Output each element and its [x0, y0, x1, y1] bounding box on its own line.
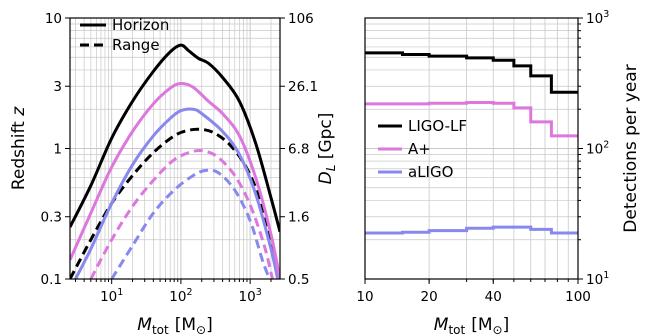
- y2-tick-label: 106: [288, 11, 314, 27]
- series-a+-range: [89, 148, 274, 279]
- y-tick-label: 3: [53, 79, 62, 95]
- tick-exponent: 3: [256, 287, 262, 298]
- x-tick-label: 10: [356, 289, 373, 305]
- y2label-sub: L: [324, 165, 338, 172]
- y2-tick-label: 26.1: [288, 79, 318, 95]
- right-legend: LIGO-LF A+ aLIGO: [378, 117, 467, 181]
- xlabel-close: ]: [503, 315, 510, 335]
- left-y2label: DL [Gpc]: [316, 113, 338, 185]
- x-tick-label: 40: [485, 289, 502, 305]
- y-tick-label: 0.3: [41, 210, 62, 226]
- right-xlabel: Mtot [M⊙]: [434, 315, 509, 335]
- series-a+-horizon: [70, 81, 280, 279]
- tick-base: 10: [586, 142, 603, 158]
- xlabel-close: ]: [206, 315, 213, 335]
- series-ligo-lf-step: [365, 51, 578, 94]
- x-tick-label: 101: [100, 287, 123, 305]
- y-tick-label: 102: [586, 140, 609, 158]
- series-aligo-horizon: [74, 107, 280, 279]
- series-a+-step: [365, 101, 578, 138]
- ylabel-main: Redshift: [9, 116, 29, 190]
- y-tick-label: 1: [53, 142, 62, 158]
- tick-exponent: 2: [603, 140, 609, 151]
- x-tick-label: 103: [239, 287, 262, 305]
- tick-base: 10: [239, 289, 256, 305]
- left-ylabel: Redshift z: [9, 106, 29, 190]
- ylabel-var: z: [9, 106, 29, 117]
- xlabel-unit-sub: ⊙: [196, 323, 206, 335]
- y2label-unit: [Gpc]: [316, 113, 336, 165]
- tick-exponent: 1: [603, 270, 609, 281]
- legend-label: LIGO-LF: [408, 117, 467, 135]
- tick-base: 10: [586, 11, 603, 27]
- x-tick-label: 100: [565, 289, 591, 305]
- xlabel-main: M: [434, 315, 449, 335]
- tick-base: 10: [100, 289, 117, 305]
- y-tick-label: 103: [586, 9, 609, 27]
- series-aligo-step: [365, 225, 578, 235]
- tick-base: 10: [169, 289, 186, 305]
- tick-exponent: 3: [603, 9, 609, 20]
- legend-label: aLIGO: [408, 163, 453, 181]
- legend-label: Horizon: [112, 16, 169, 34]
- right-grid: [365, 18, 578, 279]
- y-tick-label: 101: [586, 270, 609, 288]
- series-aligo-range: [110, 168, 271, 279]
- x-tick-label: 20: [421, 289, 438, 305]
- left-panel: 101 102 1030.10.313100.51.66.826.1106Mtot[…: [9, 11, 338, 335]
- right-ylabel: Detections per year: [621, 64, 641, 232]
- xlabel-unit: [M: [471, 315, 492, 335]
- xlabel-unit-sub: ⊙: [493, 323, 503, 335]
- y2-tick-label: 6.8: [288, 142, 309, 158]
- xlabel-unit: [M: [175, 315, 196, 335]
- y2label-var: D: [316, 171, 336, 184]
- y-tick-label: 10: [45, 11, 62, 27]
- xlabel-sub: tot: [152, 323, 169, 335]
- tick-exponent: 2: [186, 287, 192, 298]
- legend-label: A+: [408, 140, 431, 158]
- legend-label: Range: [112, 36, 160, 54]
- y2-tick-label: 0.5: [288, 272, 309, 288]
- tick-base: 10: [586, 272, 603, 288]
- left-legend: Horizon Range: [80, 16, 169, 54]
- series-ligo-lf-horizon: [70, 43, 280, 233]
- tick-exponent: 1: [117, 287, 123, 298]
- left-curves: [70, 43, 280, 279]
- xlabel-main: M: [137, 315, 152, 335]
- left-grid: [70, 18, 280, 279]
- x-tick-label: 102: [169, 287, 192, 305]
- left-xlabel: Mtot [M⊙]: [137, 315, 212, 335]
- right-curves: [365, 51, 578, 235]
- xlabel-sub: tot: [448, 323, 465, 335]
- y-tick-label: 0.1: [41, 272, 62, 288]
- y2-tick-label: 1.6: [288, 210, 309, 226]
